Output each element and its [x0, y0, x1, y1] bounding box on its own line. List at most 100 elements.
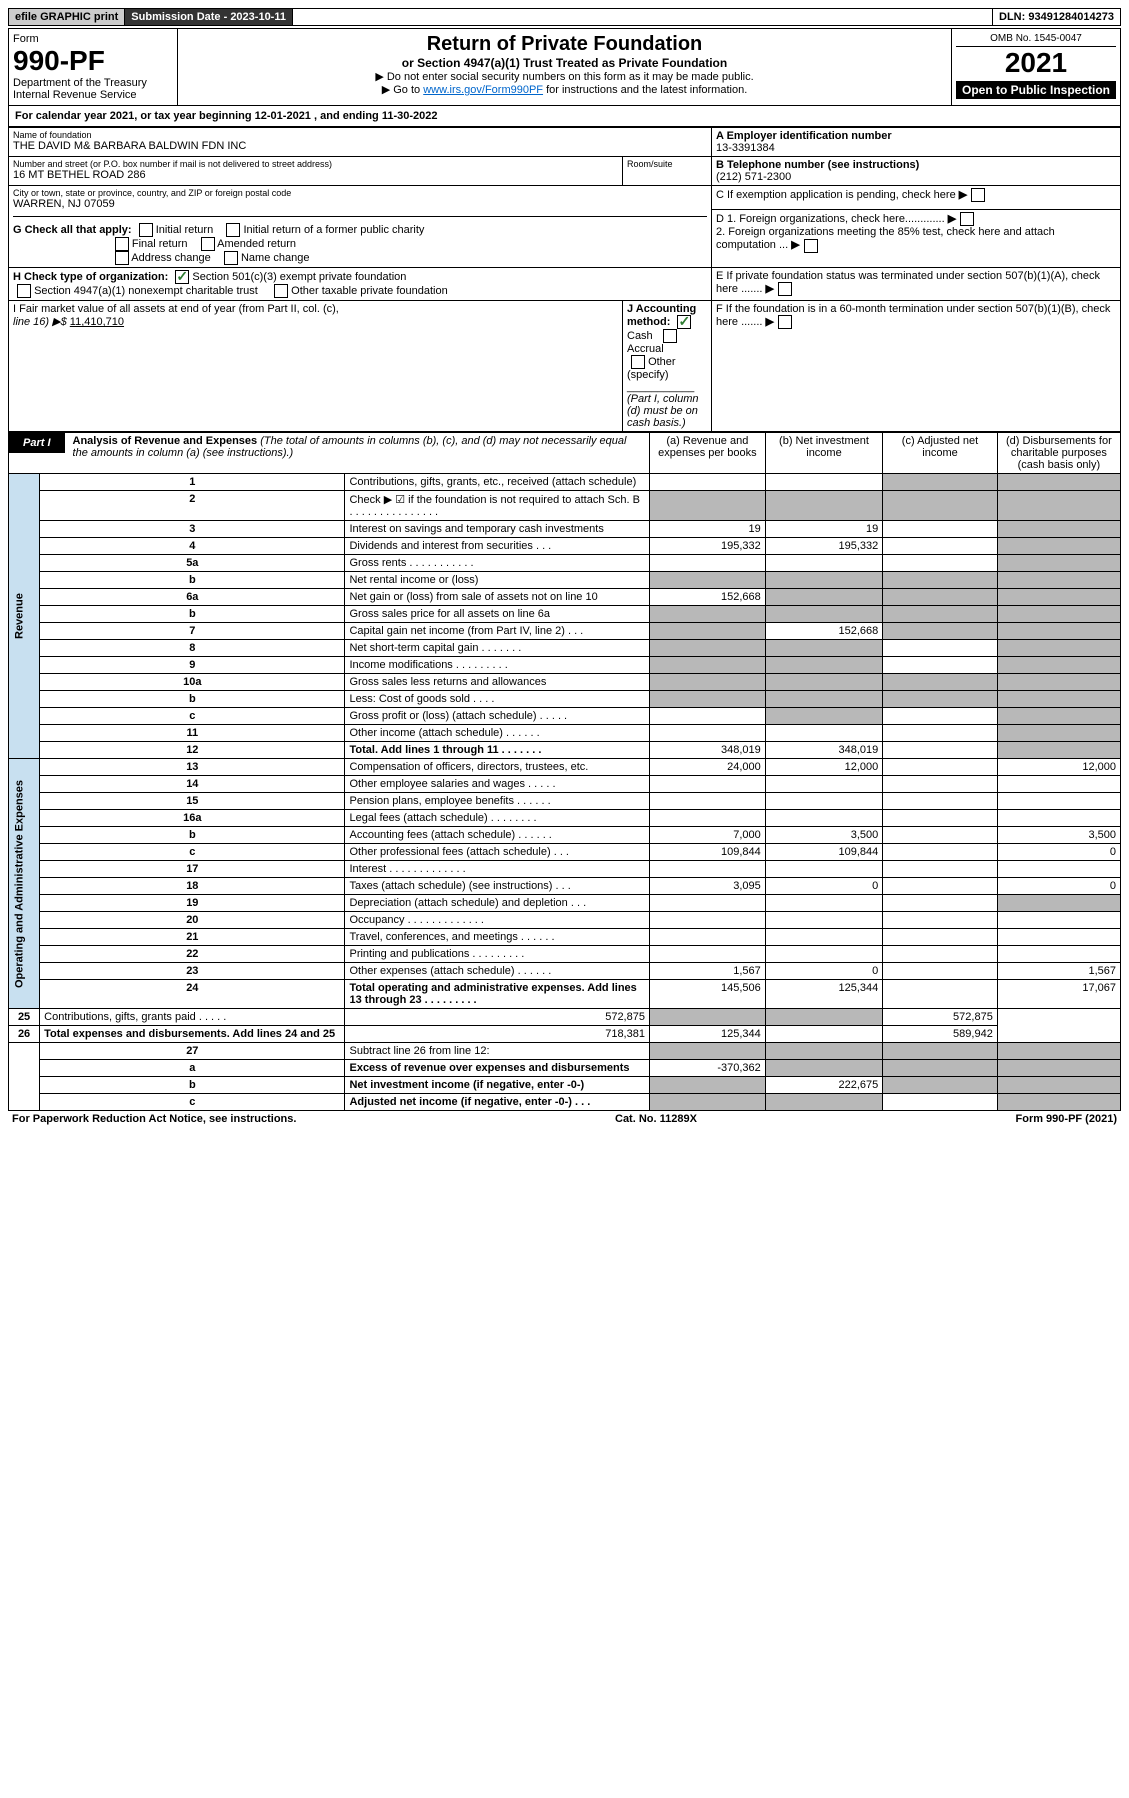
amount-col-c — [765, 1026, 882, 1043]
line-number: 1 — [40, 474, 345, 491]
amount-col-b — [765, 708, 882, 725]
calyear-end: 11-30-2022 — [382, 110, 438, 122]
amount-col-a — [649, 793, 765, 810]
top-bar: efile GRAPHIC print Submission Date - 20… — [8, 8, 1121, 26]
efile-print-button[interactable]: efile GRAPHIC print — [9, 9, 125, 25]
line-number: 19 — [40, 895, 345, 912]
amount-col-c — [883, 776, 998, 793]
amount-col-b — [765, 861, 882, 878]
amount-col-d — [997, 810, 1120, 827]
addr-value: 16 MT BETHEL ROAD 286 — [13, 169, 618, 181]
amount-col-b: 125,344 — [765, 980, 882, 1009]
amount-col-d: 1,567 — [997, 963, 1120, 980]
amount-col-b — [765, 1060, 882, 1077]
table-row: 11Other income (attach schedule) . . . .… — [9, 725, 1121, 742]
g-opt-2: Final return — [132, 238, 188, 250]
form-number-cell: Form 990-PF Department of the Treasury I… — [9, 29, 178, 106]
dept-treasury: Department of the Treasury — [13, 77, 147, 89]
amount-col-b — [765, 589, 882, 606]
amount-col-b: 152,668 — [765, 623, 882, 640]
col-c-header: (c) Adjusted net income — [883, 433, 998, 474]
line-number: 9 — [40, 657, 345, 674]
amount-col-b: 348,019 — [765, 742, 882, 759]
amount-col-c — [883, 606, 998, 623]
amount-col-d — [997, 589, 1120, 606]
table-row: bAccounting fees (attach schedule) . . .… — [9, 827, 1121, 844]
g-initial-checkbox[interactable] — [139, 223, 153, 237]
d1-checkbox[interactable] — [960, 212, 974, 226]
j-other-checkbox[interactable] — [631, 355, 645, 369]
amount-col-a — [649, 1077, 765, 1094]
g-namechange-checkbox[interactable] — [224, 251, 238, 265]
line-number: 24 — [40, 980, 345, 1009]
form990pf-link[interactable]: www.irs.gov/Form990PF — [423, 84, 543, 96]
ein-cell: A Employer identification number 13-3391… — [712, 128, 1121, 157]
d-cell: D 1. Foreign organizations, check here..… — [712, 210, 1121, 268]
e-cell: E If private foundation status was termi… — [712, 268, 1121, 301]
amount-col-a: 152,668 — [649, 589, 765, 606]
f-label: F If the foundation is in a 60-month ter… — [716, 303, 1110, 328]
h-4947-checkbox[interactable] — [17, 284, 31, 298]
amount-col-d — [997, 623, 1120, 640]
line-number: 18 — [40, 878, 345, 895]
g-opt-4: Address change — [131, 252, 211, 264]
line-description: Less: Cost of goods sold . . . . — [345, 691, 649, 708]
amount-col-c — [883, 742, 998, 759]
g-addrchange-checkbox[interactable] — [115, 251, 129, 265]
amount-col-c — [883, 1094, 998, 1111]
line-description: Other expenses (attach schedule) . . . .… — [345, 963, 649, 980]
amount-col-d — [997, 793, 1120, 810]
e-checkbox[interactable] — [778, 282, 792, 296]
amount-col-a — [649, 708, 765, 725]
amount-col-c — [883, 572, 998, 589]
line-number: 11 — [40, 725, 345, 742]
h-other-checkbox[interactable] — [274, 284, 288, 298]
g-opt-1: Initial return of a former public charit… — [243, 224, 424, 236]
table-row: 4Dividends and interest from securities … — [9, 538, 1121, 555]
amount-col-b — [765, 929, 882, 946]
line-description: Total expenses and disbursements. Add li… — [40, 1026, 345, 1043]
amount-col-a — [649, 895, 765, 912]
j-accrual-checkbox[interactable] — [663, 329, 677, 343]
amount-col-b — [765, 572, 882, 589]
j-cell: J Accounting method: Cash Accrual Other … — [623, 301, 712, 432]
line-number: b — [40, 827, 345, 844]
table-row: 5aGross rents . . . . . . . . . . . — [9, 555, 1121, 572]
line-number: 22 — [40, 946, 345, 963]
line-description: Check ▶ ☑ if the foundation is not requi… — [345, 491, 649, 521]
d2-checkbox[interactable] — [804, 239, 818, 253]
amount-col-b: 19 — [765, 521, 882, 538]
line-description: Interest on savings and temporary cash i… — [345, 521, 649, 538]
g-label: G Check all that apply: — [13, 224, 132, 236]
subtitle: or Section 4947(a)(1) Trust Treated as P… — [182, 56, 947, 70]
amount-col-d — [997, 572, 1120, 589]
amount-col-a — [649, 474, 765, 491]
c-checkbox[interactable] — [971, 188, 985, 202]
amount-col-b: 222,675 — [765, 1077, 882, 1094]
f-checkbox[interactable] — [778, 315, 792, 329]
table-row: 26Total expenses and disbursements. Add … — [9, 1026, 1121, 1043]
table-row: 7Capital gain net income (from Part IV, … — [9, 623, 1121, 640]
h-501c3-checkbox[interactable] — [175, 270, 189, 284]
amount-col-d — [997, 1043, 1120, 1060]
line-number: c — [40, 1094, 345, 1111]
line-number: 27 — [40, 1043, 345, 1060]
g-initial-former-checkbox[interactable] — [226, 223, 240, 237]
col-b-header: (b) Net investment income — [765, 433, 882, 474]
g-amended-checkbox[interactable] — [201, 237, 215, 251]
g-final-checkbox[interactable] — [115, 237, 129, 251]
amount-col-d — [997, 521, 1120, 538]
line-description: Capital gain net income (from Part IV, l… — [345, 623, 649, 640]
amount-col-a: 1,567 — [649, 963, 765, 980]
j-cash-checkbox[interactable] — [677, 315, 691, 329]
table-row: 19Depreciation (attach schedule) and dep… — [9, 895, 1121, 912]
line-description: Compensation of officers, directors, tru… — [345, 759, 649, 776]
table-row: 25Contributions, gifts, grants paid . . … — [9, 1009, 1121, 1026]
amount-col-a: 145,506 — [649, 980, 765, 1009]
amount-col-d — [997, 861, 1120, 878]
line-number: 8 — [40, 640, 345, 657]
j-cash: Cash — [627, 330, 653, 342]
city-value: WARREN, NJ 07059 — [13, 198, 707, 210]
line-description: Dividends and interest from securities .… — [345, 538, 649, 555]
line-description: Contributions, gifts, grants paid . . . … — [40, 1009, 345, 1026]
